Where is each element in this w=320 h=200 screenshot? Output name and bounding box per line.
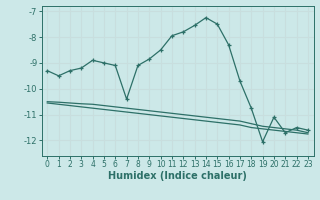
X-axis label: Humidex (Indice chaleur): Humidex (Indice chaleur) <box>108 171 247 181</box>
